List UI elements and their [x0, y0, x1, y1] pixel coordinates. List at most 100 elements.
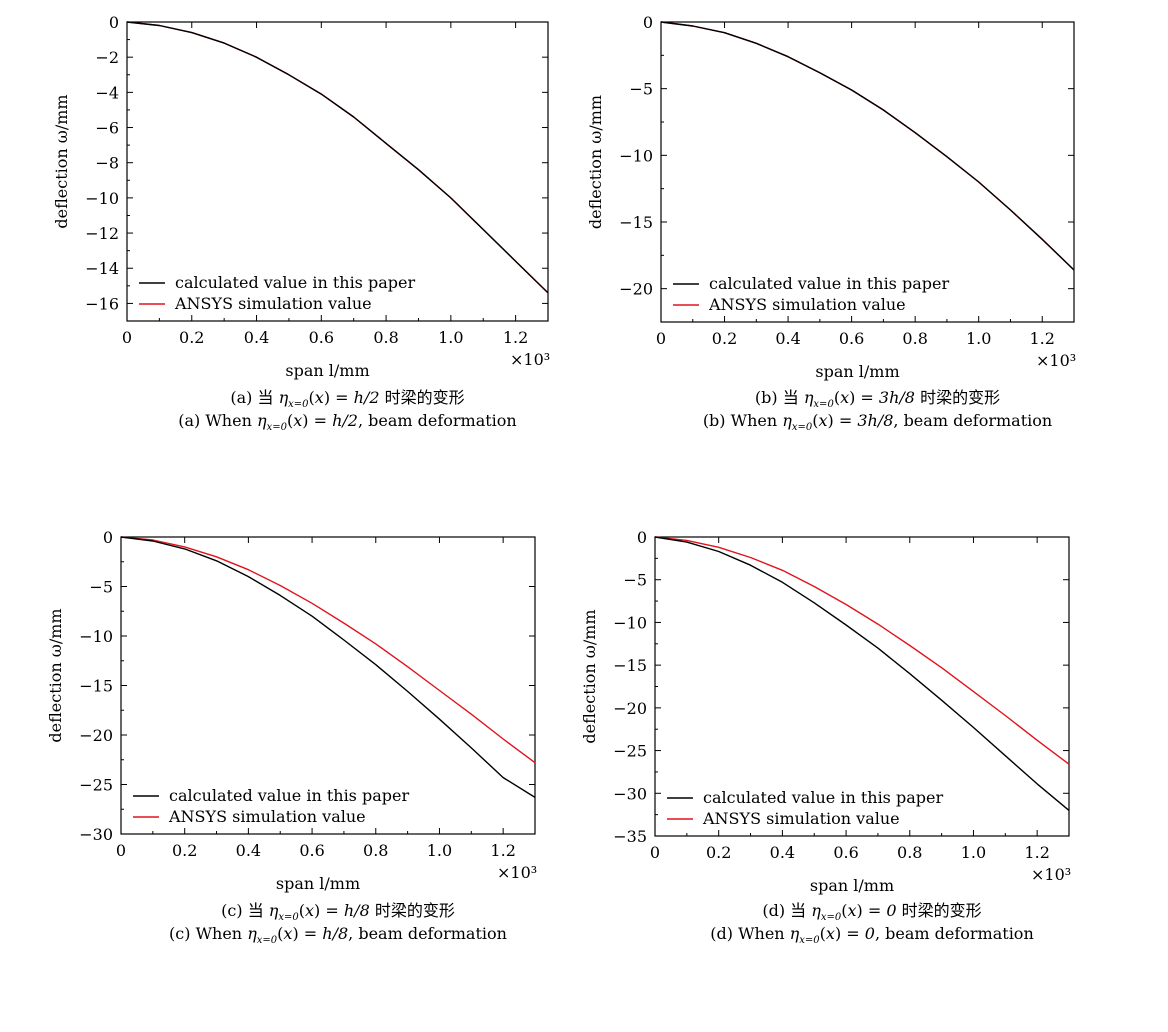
- y-tick-label: 0: [103, 528, 113, 547]
- x-axis-label: span l/mm: [815, 362, 899, 381]
- y-tick-label: −15: [613, 656, 647, 675]
- y-axis-label: deflection ω/mm: [586, 95, 605, 229]
- y-tick-label: −10: [613, 613, 647, 632]
- x-tick-label: 0.6: [833, 843, 858, 862]
- x-multiplier: ×10³: [1031, 865, 1071, 884]
- caption-cn: (d) 当 ηx=0(x) = 0 时梁的变形: [762, 901, 981, 923]
- plot-frame: [126, 21, 549, 322]
- series-calculated-line: [126, 21, 549, 294]
- y-tick-label: −30: [79, 825, 113, 844]
- y-tick-label: −20: [613, 699, 647, 718]
- series-calculated-line: [654, 536, 1070, 811]
- y-tick-label: −4: [95, 83, 119, 102]
- legend-label-ansys: ANSYS simulation value: [708, 295, 906, 314]
- x-tick-label: 0.8: [902, 329, 927, 348]
- x-tick-label: 1.2: [503, 328, 528, 347]
- y-tick-label: 0: [109, 13, 119, 32]
- y-axis-label: deflection ω/mm: [46, 608, 65, 742]
- series-ansys-line: [120, 536, 536, 764]
- x-tick-label: 0: [650, 843, 660, 862]
- y-tick-label: −5: [623, 571, 647, 590]
- caption-en: (a) When ηx=0(x) = h/2, beam deformation: [178, 411, 516, 433]
- x-tick-label: 0.8: [363, 841, 388, 860]
- series-calculated-line: [120, 536, 536, 798]
- series-ansys-line: [660, 21, 1075, 271]
- x-tick-label: 0: [116, 841, 126, 860]
- x-tick-label: 0.6: [299, 841, 324, 860]
- x-tick-label: 1.0: [438, 328, 463, 347]
- y-tick-label: −25: [613, 742, 647, 761]
- chart-a: 0 0.2 0.4 0.6 0.8 1.0 1.2 0 −2 −4 −6 −8 −10 −12 −14 −16…: [52, 13, 550, 433]
- caption-en: (d) When ηx=0(x) = 0, beam deformation: [710, 924, 1034, 946]
- caption-en: (c) When ηx=0(x) = h/8, beam deformation: [169, 924, 507, 946]
- x-tick-label: 0.4: [775, 329, 800, 348]
- caption-cn: (a) 当 ηx=0(x) = h/2 时梁的变形: [230, 388, 464, 410]
- y-tick-label: −14: [85, 259, 119, 278]
- y-axis-label: deflection ω/mm: [52, 94, 71, 228]
- caption-en: (b) When ηx=0(x) = 3h/8, beam deformatio…: [703, 411, 1052, 433]
- x-tick-label: 1.2: [1024, 843, 1049, 862]
- x-tick-label: 1.0: [966, 329, 991, 348]
- x-tick-label: 0.6: [839, 329, 864, 348]
- y-tick-label: −15: [79, 677, 113, 696]
- plot-frame: [660, 21, 1075, 323]
- x-axis-label: span l/mm: [810, 876, 894, 895]
- series-ansys-line: [654, 536, 1070, 765]
- x-tick-label: 0: [656, 329, 666, 348]
- legend-label-ansys: ANSYS simulation value: [702, 809, 900, 828]
- y-tick-label: −16: [85, 294, 119, 313]
- x-multiplier: ×10³: [497, 863, 537, 882]
- x-tick-label: 1.0: [961, 843, 986, 862]
- chart-c: 0 0.2 0.4 0.6 0.8 1.0 1.2 0 −5 −10 −15 −20 −25 −30 ×10…: [46, 528, 537, 946]
- legend-label-calculated: calculated value in this paper: [175, 273, 415, 292]
- y-tick-label: −2: [95, 48, 119, 67]
- y-tick-label: 0: [643, 13, 653, 32]
- y-tick-label: −5: [89, 578, 113, 597]
- legend-label-calculated: calculated value in this paper: [709, 274, 949, 293]
- x-multiplier: ×10³: [1036, 351, 1076, 370]
- y-tick-label: −10: [619, 146, 653, 165]
- y-axis-label: deflection ω/mm: [580, 609, 599, 743]
- y-tick-label: −15: [619, 213, 653, 232]
- series-calculated-line: [660, 21, 1075, 271]
- caption-cn: (c) 当 ηx=0(x) = h/8 时梁的变形: [221, 901, 455, 923]
- x-tick-label: 0.6: [309, 328, 334, 347]
- x-tick-label: 0.8: [373, 328, 398, 347]
- y-tick-label: −6: [95, 119, 119, 138]
- y-tick-label: −20: [619, 280, 653, 299]
- x-multiplier: ×10³: [510, 350, 550, 369]
- y-tick-label: −25: [79, 776, 113, 795]
- x-tick-label: 1.2: [1030, 329, 1055, 348]
- x-tick-label: 0.4: [244, 328, 269, 347]
- x-axis-label: span l/mm: [276, 874, 360, 893]
- caption-cn: (b) 当 ηx=0(x) = 3h/8 时梁的变形: [755, 388, 1000, 410]
- legend-label-calculated: calculated value in this paper: [169, 786, 409, 805]
- y-tick-label: −5: [629, 80, 653, 99]
- y-tick-label: −10: [85, 189, 119, 208]
- series-ansys-line: [126, 21, 549, 294]
- x-tick-label: 0.4: [770, 843, 795, 862]
- x-axis-label: span l/mm: [285, 361, 369, 380]
- legend-label-ansys: ANSYS simulation value: [168, 807, 366, 826]
- y-tick-label: −8: [95, 154, 119, 173]
- chart-d: 0 0.2 0.4 0.6 0.8 1.0 1.2 0 −5 −10 −15 −20 −25 −30 −35…: [580, 528, 1071, 946]
- x-tick-label: 1.2: [490, 841, 515, 860]
- x-tick-label: 0: [122, 328, 132, 347]
- legend-label-ansys: ANSYS simulation value: [174, 294, 372, 313]
- x-tick-label: 0.8: [897, 843, 922, 862]
- y-tick-label: −30: [613, 784, 647, 803]
- y-tick-label: −10: [79, 627, 113, 646]
- y-tick-label: −12: [85, 224, 119, 243]
- x-tick-label: 0.2: [706, 843, 731, 862]
- x-tick-label: 0.4: [236, 841, 261, 860]
- x-tick-label: 0.2: [712, 329, 737, 348]
- x-tick-label: 1.0: [427, 841, 452, 860]
- x-tick-label: 0.2: [172, 841, 197, 860]
- x-tick-label: 0.2: [179, 328, 204, 347]
- y-tick-label: −35: [613, 827, 647, 846]
- y-tick-label: 0: [637, 528, 647, 547]
- chart-b: 0 0.2 0.4 0.6 0.8 1.0 1.2 0 −5 −10 −15 −20 ×10³ span …: [586, 13, 1076, 433]
- legend-label-calculated: calculated value in this paper: [703, 788, 943, 807]
- y-tick-label: −20: [79, 726, 113, 745]
